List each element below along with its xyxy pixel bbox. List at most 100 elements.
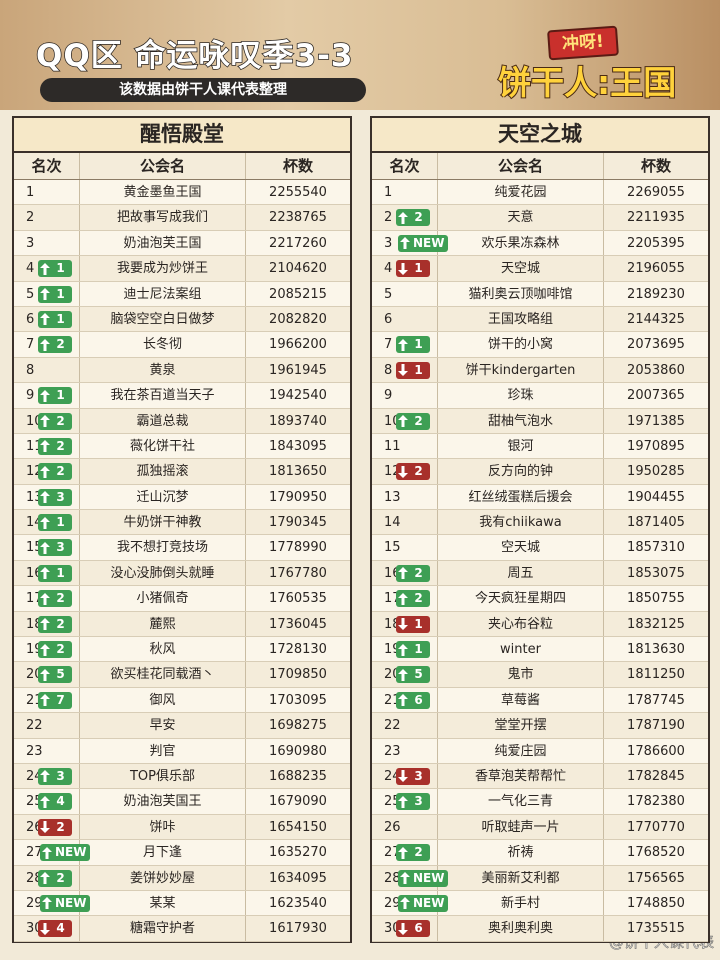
table-row: 28 2 姜饼妙妙屋 1634095 — [14, 865, 350, 891]
rank: 29 — [26, 895, 43, 911]
table-row: 22 堂堂开摆 1787190 — [372, 713, 708, 739]
change-label: 2 — [56, 642, 65, 657]
change-label: 1 — [414, 616, 423, 631]
column-header: 名次 — [372, 153, 438, 179]
arrow-icon — [398, 694, 408, 707]
table-row: 20 5 鬼市 1811250 — [372, 662, 708, 688]
cups: 2073695 — [627, 337, 685, 353]
rank-cell: 21 7 — [14, 687, 80, 713]
arrow-icon — [398, 618, 408, 631]
guild-name: 霸道总裁 — [80, 408, 246, 433]
arrow-icon — [40, 643, 50, 656]
rank: 1 — [26, 185, 35, 200]
guild-name: 把故事写成我们 — [80, 205, 246, 230]
cups: 2217260 — [269, 235, 327, 251]
guild-name: 牛奶饼干神教 — [80, 510, 246, 535]
cups: 1787190 — [627, 718, 685, 734]
guild-name: 欲买桂花同载酒丶 — [80, 662, 246, 687]
guild-name: 天意 — [438, 205, 604, 230]
table-title: 天空之城 — [372, 118, 708, 153]
arrow-icon — [40, 389, 50, 402]
change-label: 2 — [414, 591, 423, 606]
cups: 1756565 — [627, 870, 685, 886]
guild-name: 御风 — [80, 687, 246, 713]
cups: 1787745 — [627, 692, 685, 708]
rank: 28 — [384, 870, 401, 886]
guild-name: 饼干kindergarten — [438, 357, 604, 383]
guild-name: 迁山沉梦 — [80, 484, 246, 510]
change-label: 1 — [414, 337, 423, 352]
rank-cell: 12 2 — [14, 459, 80, 484]
cups: 1735515 — [627, 921, 685, 937]
cups: 1942540 — [269, 388, 327, 404]
cups: 1690980 — [269, 743, 327, 759]
change-label: 1 — [414, 362, 423, 377]
rank-cell: 2 — [14, 205, 80, 230]
header-row: 名次 公会名 杯数 — [14, 153, 350, 180]
table-row: 2 把故事写成我们 2238765 — [14, 205, 350, 231]
rank-cell: 20 5 — [372, 662, 438, 687]
rank-cell: 28 NEW — [372, 865, 449, 890]
rank: 9 — [26, 388, 35, 404]
cups: 1966200 — [269, 337, 327, 353]
cups: 1782380 — [627, 794, 685, 810]
rank-cell: 17 2 — [372, 586, 438, 611]
guild-name: 没心没肺倒头就睡 — [80, 560, 246, 586]
table-row: 21 6 草莓酱 1787745 — [372, 687, 708, 714]
cups: 1893740 — [269, 413, 327, 429]
cups: 1679090 — [269, 794, 327, 810]
table-row: 21 7 御风 1703095 — [14, 687, 350, 714]
guild-name: 奶油泡芙国王 — [80, 789, 246, 814]
cups: 2255540 — [269, 185, 327, 200]
rank: 4 — [26, 261, 35, 277]
rank-change: 2 — [396, 590, 430, 608]
table-row: 18 2 麓熙 1736045 — [14, 611, 350, 638]
arrow-icon — [40, 592, 50, 605]
rank-change: 3 — [396, 767, 430, 785]
arrow-icon — [398, 770, 408, 783]
table-row: 9 1 我在茶百道当天子 1942540 — [14, 383, 350, 409]
cups: 1850755 — [627, 591, 685, 607]
rank-cell: 27 NEW — [14, 840, 91, 865]
arrow-icon — [398, 795, 408, 808]
arrow-icon — [398, 262, 408, 275]
rank: 23 — [26, 743, 43, 759]
rank-cell: 17 2 — [14, 586, 80, 611]
arrow-icon — [40, 668, 50, 681]
change-label: 1 — [414, 261, 423, 276]
rank-cell: 14 — [372, 510, 438, 535]
rank-cell: 30 6 — [372, 916, 438, 941]
guild-name: 堂堂开摆 — [438, 713, 604, 738]
rank-change: NEW — [40, 894, 91, 912]
cups: 1970895 — [627, 438, 685, 454]
guild-name: 红丝绒蛋糕后援会 — [438, 484, 604, 510]
cups: 1843095 — [269, 438, 327, 454]
rank-change: 5 — [396, 666, 430, 684]
change-label: 6 — [414, 921, 423, 936]
guild-name: 黄泉 — [80, 357, 246, 383]
guild-name: 奶油泡芙王国 — [80, 230, 246, 256]
rank: 22 — [26, 718, 43, 734]
table-row: 13 3 迁山沉梦 1790950 — [14, 484, 350, 511]
table-row: 1 纯爱花园 2269055 — [372, 180, 708, 206]
rank: 29 — [384, 895, 401, 911]
arrow-icon — [40, 465, 50, 478]
change-label: NEW — [55, 895, 87, 910]
change-label: 3 — [56, 489, 65, 504]
guild-name: 薇化饼干社 — [80, 433, 246, 459]
cups: 1811250 — [627, 667, 685, 683]
rank-cell: 21 6 — [372, 687, 438, 713]
change-label: NEW — [55, 845, 87, 860]
table-row: 20 5 欲买桂花同载酒丶 1709850 — [14, 662, 350, 688]
rank-cell: 15 3 — [14, 535, 80, 560]
table-row: 28 NEW 美丽新艾利都 1756565 — [372, 865, 708, 891]
guild-name: 麓熙 — [80, 611, 246, 637]
guild-name: 祈祷 — [438, 840, 604, 865]
table-row: 6 1 脑袋空空白日做梦 2082820 — [14, 306, 350, 333]
guild-name: 新手村 — [438, 890, 604, 916]
